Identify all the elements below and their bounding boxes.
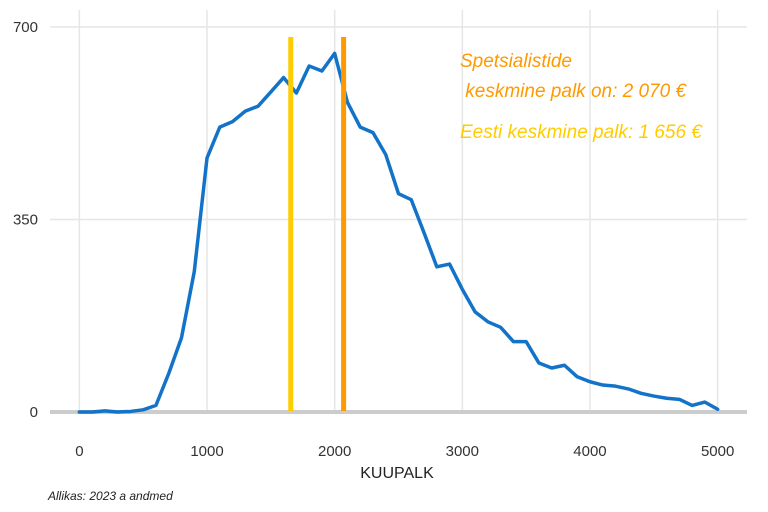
series-line-0	[77, 51, 720, 414]
reference-lines	[288, 37, 347, 411]
y-tick-label-1: 350	[13, 212, 38, 229]
x-tick-label-2: 2000	[318, 443, 351, 460]
grid	[50, 10, 747, 413]
specialist-salary-annotation-line2: keskmine palk on: 2 070 €	[460, 81, 687, 102]
specialist-salary-annotation-line1: Spetsialistide	[460, 51, 572, 72]
national-salary-annotation: Eesti keskmine palk: 1 656 €	[460, 122, 703, 143]
x-tick-label-1: 1000	[190, 443, 223, 460]
y-tick-label-2: 700	[13, 19, 38, 36]
x-tick-label-3: 3000	[446, 443, 479, 460]
y-tick-labels: 0 350 700	[13, 19, 38, 421]
x-tick-label-0: 0	[75, 443, 83, 460]
x-tick-label-4: 4000	[573, 443, 606, 460]
source-note: Allikas: 2023 a andmed	[47, 489, 173, 503]
y-tick-label-0: 0	[30, 404, 38, 421]
x-tick-label-5: 5000	[701, 443, 734, 460]
series-layer	[77, 51, 720, 414]
x-axis-label: KUUPALK	[360, 465, 434, 482]
x-tick-labels: 0 1000 2000 3000 4000 5000	[75, 443, 734, 460]
